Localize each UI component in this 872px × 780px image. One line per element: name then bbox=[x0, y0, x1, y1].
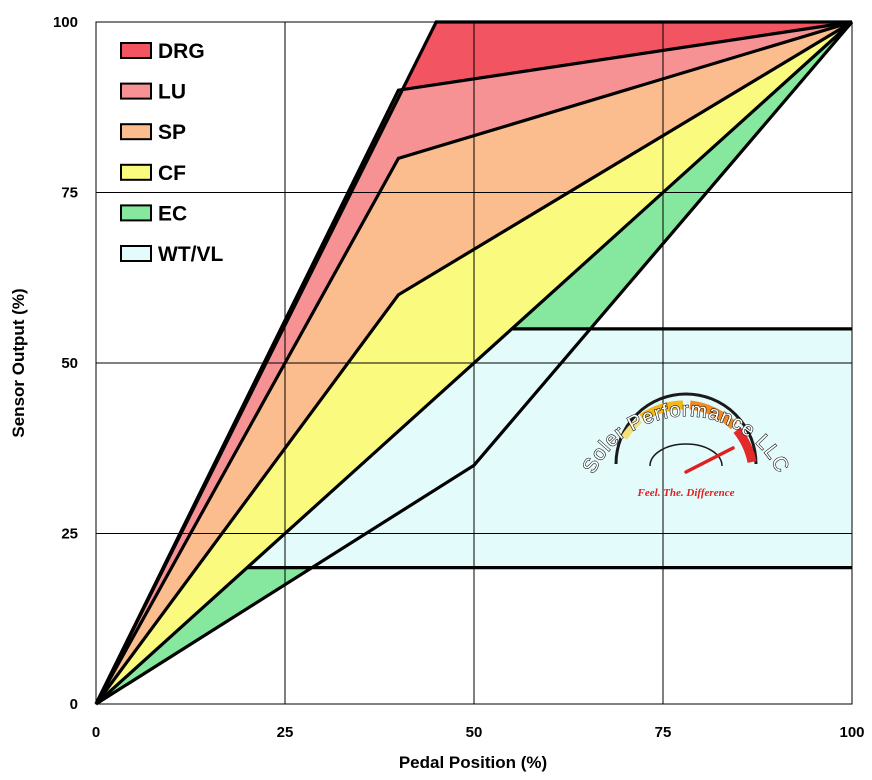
series-line-cf-lower bbox=[94, 20, 854, 706]
x-tick-label: 0 bbox=[92, 724, 100, 741]
series-line-sp-lower bbox=[94, 20, 853, 705]
legend-swatch-cf bbox=[120, 163, 152, 181]
x-tick-label: 100 bbox=[839, 724, 864, 741]
x-axis-title: Pedal Position (%) bbox=[399, 753, 547, 772]
series-line-drg-lower bbox=[94, 20, 853, 705]
series-line-lu-lower bbox=[94, 20, 853, 705]
legend-swatch-drg bbox=[120, 42, 152, 59]
y-tick-label: 100 bbox=[53, 14, 78, 31]
x-tick-label: 75 bbox=[655, 724, 672, 741]
legend-swatch-sp bbox=[120, 123, 152, 141]
band-wt-vl bbox=[247, 328, 852, 568]
gauge-arc-red bbox=[733, 427, 757, 464]
gauge-arc-orange bbox=[689, 400, 738, 430]
y-tick-label: 25 bbox=[61, 526, 78, 543]
series-line-ec-lower bbox=[95, 20, 854, 706]
legend-label-sp: SP bbox=[158, 121, 186, 144]
x-tick-label: 25 bbox=[277, 724, 294, 741]
gauge-arc-yellow-light bbox=[621, 417, 643, 440]
tick-labels: 0 25 50 75 100 0 25 50 75 100 bbox=[53, 14, 865, 741]
y-axis-title: Sensor Output (%) bbox=[9, 288, 28, 437]
legend-label-lu: LU bbox=[158, 81, 186, 104]
y-tick-label: 0 bbox=[70, 696, 78, 713]
gauge-needle bbox=[684, 446, 735, 474]
x-tick-label: 50 bbox=[466, 724, 483, 741]
legend-label-wt-vl: WT/VL bbox=[158, 243, 223, 266]
legend-swatch-wt-vl bbox=[120, 245, 152, 262]
legend-label-ec: EC bbox=[158, 202, 187, 225]
y-tick-label: 75 bbox=[61, 185, 78, 202]
boundary-lines bbox=[94, 20, 854, 706]
gauge-arc-yellow bbox=[639, 400, 684, 422]
legend-label-drg: DRG bbox=[158, 40, 205, 63]
legend-swatch-lu bbox=[120, 82, 152, 100]
y-tick-label: 50 bbox=[61, 355, 78, 372]
logo-tagline: Feel. The. Difference bbox=[637, 487, 735, 499]
legend-swatch-ec bbox=[120, 204, 152, 222]
legend-label-cf: CF bbox=[158, 162, 186, 185]
legend: DRG LU SP CF EC WT/VL bbox=[120, 40, 223, 266]
